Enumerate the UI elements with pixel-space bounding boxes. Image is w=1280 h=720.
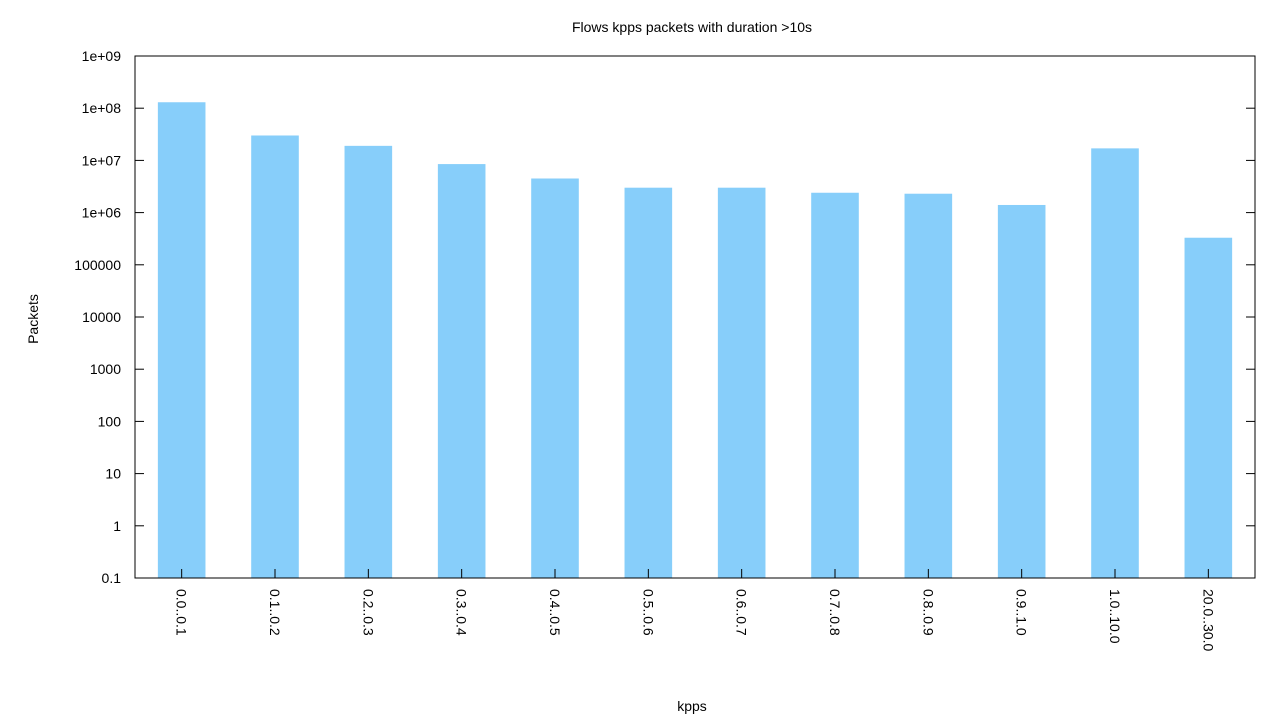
x-tick-label: 0.6..0.7 xyxy=(734,589,750,636)
x-tick-label: 20.0..30.0 xyxy=(1200,589,1216,651)
bar-11 xyxy=(1184,237,1233,579)
bar-6 xyxy=(717,187,766,578)
bar-4 xyxy=(531,178,579,578)
chart-title: Flows kpps packets with duration >10s xyxy=(572,19,812,35)
bar-3 xyxy=(437,164,486,578)
y-tick-label: 1e+06 xyxy=(82,205,122,221)
y-ticks-group: 0.1 1 10 100 1000 10000 100000 1e+06 1e+07 1e+08 1… xyxy=(74,48,1255,586)
x-tick-label: 0.7..0.8 xyxy=(827,589,843,636)
x-tick-label: 0.9..1.0 xyxy=(1014,589,1030,636)
y-tick-label: 1e+08 xyxy=(82,100,122,116)
bar-8 xyxy=(904,193,953,578)
y-axis-label: Packets xyxy=(25,294,41,344)
bar-9 xyxy=(997,204,1046,578)
x-tick-label: 0.8..0.9 xyxy=(920,589,936,636)
y-tick-label: 1e+09 xyxy=(82,48,122,64)
y-tick-label: 10 xyxy=(105,466,121,482)
bar-5 xyxy=(624,187,673,578)
y-tick-label: 100 xyxy=(98,413,122,429)
x-tick-label: 0.3..0.4 xyxy=(454,589,470,636)
bar-7 xyxy=(811,192,859,578)
x-tick-label: 0.5..0.6 xyxy=(640,589,656,636)
y-tick-label: 1000 xyxy=(90,361,121,377)
x-tick-label: 0.4..0.5 xyxy=(547,589,563,636)
y-tick-label: 0.1 xyxy=(102,570,122,586)
bar-1 xyxy=(251,135,299,579)
x-tick-label: 0.2..0.3 xyxy=(360,589,376,636)
x-tick-label: 0.1..0.2 xyxy=(267,589,283,636)
y-tick-label: 100000 xyxy=(74,257,121,273)
x-tick-label: 0.0..0.1 xyxy=(174,589,190,636)
bar-2 xyxy=(344,145,393,578)
y-tick-label: 1 xyxy=(113,518,121,534)
plot-frame xyxy=(134,55,1256,579)
bar-10 xyxy=(1091,148,1139,578)
x-tick-label: 1.0..10.0 xyxy=(1107,589,1123,644)
x-axis-label: kpps xyxy=(677,698,707,714)
y-tick-label: 10000 xyxy=(82,309,121,325)
bars-group xyxy=(157,102,1233,579)
x-ticks-group: 0.0..0.1 0.1..0.2 0.2..0.3 0.3..0.4 0.4..0.5… xyxy=(174,569,1216,651)
y-tick-label: 1e+07 xyxy=(82,152,122,168)
bar-0 xyxy=(157,102,206,578)
